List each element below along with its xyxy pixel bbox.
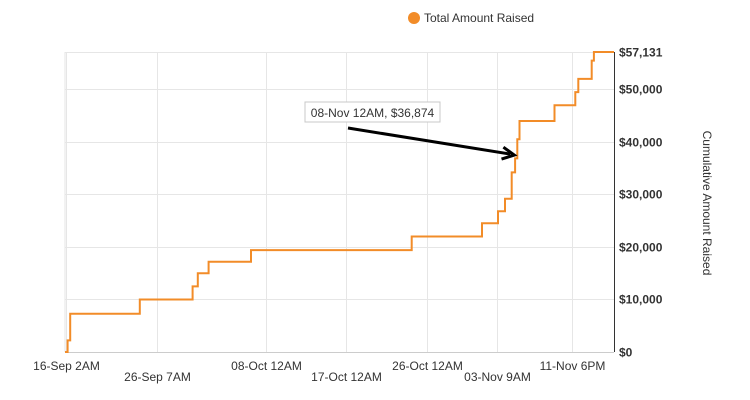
x-tick-label: 26-Oct 12AM — [392, 359, 463, 373]
y-tick-label: $57,131 — [619, 46, 663, 60]
y-tick-label: $30,000 — [619, 188, 663, 202]
y-tick-label: $20,000 — [619, 241, 663, 255]
x-tick-label: 17-Oct 12AM — [311, 370, 382, 384]
legend-marker — [408, 12, 420, 24]
annotation-arrow-head — [501, 145, 518, 161]
series-layer — [65, 51, 614, 353]
y-tick-label: $40,000 — [619, 136, 663, 150]
y-axis-title: Cumulative Amount Raised — [700, 131, 714, 276]
x-tick-label: 11-Nov 6PM — [540, 359, 606, 373]
x-tick-label: 03-Nov 9AM — [464, 370, 531, 384]
y-tick-label: $0 — [619, 346, 633, 360]
legend-label: Total Amount Raised — [424, 11, 534, 25]
x-tick-label: 16-Sep 2AM — [33, 359, 100, 373]
annotation-label: 08-Nov 12AM, $36,874 — [311, 106, 435, 120]
x-tick-label: 26-Sep 7AM — [124, 370, 191, 384]
gridlines — [64, 52, 614, 353]
legend[interactable]: Total Amount Raised — [408, 11, 534, 25]
annotation-box — [304, 101, 441, 123]
y-tick-label: $50,000 — [619, 83, 663, 97]
annotation: 08-Nov 12AM, $36,874 — [304, 101, 518, 161]
annotation-arrow-shaft — [347, 126, 511, 156]
axes: $0 $10,000 $20,000 $30,000 $40,000 $50,000 $57… — [33, 46, 663, 385]
x-tick-label: 08-Oct 12AM — [231, 359, 302, 373]
y-tick-label: $10,000 — [619, 293, 663, 307]
series-line[interactable] — [65, 51, 614, 353]
